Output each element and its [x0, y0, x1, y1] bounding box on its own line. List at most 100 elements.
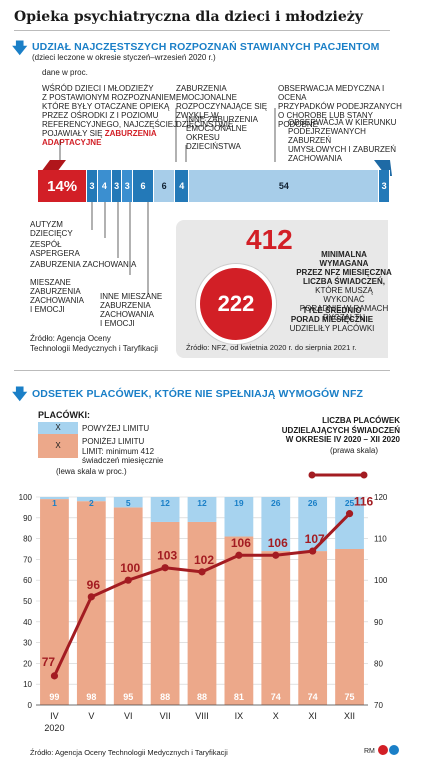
bar-above-value: 12	[160, 498, 170, 508]
bar-above-value: 5	[126, 498, 131, 508]
arrow-down-icon: 🡇	[12, 386, 28, 403]
right-tick-label: 120	[374, 493, 388, 502]
label-emotional-childhood: ZABURZENIA EMOCJONALNE ROZPOCZYNAJĄCE SI…	[176, 84, 268, 129]
line-value-label: 103	[157, 549, 177, 563]
bar-below-value: 98	[86, 692, 96, 702]
x-tick-label: VIII	[195, 711, 209, 721]
brand-logo-icon	[389, 745, 399, 755]
bar-above-limit	[261, 497, 291, 552]
line-point	[345, 510, 354, 518]
label-emotional-other: INNE ZABURZENIA EMOCJONALNE OKRESU DZIEC…	[186, 115, 259, 151]
bar-above-limit	[76, 497, 106, 502]
x-tick-label: X	[273, 711, 279, 721]
legend-limit-label: LIMIT: minimum 412 świadczeń miesięcznie	[82, 447, 164, 465]
label-observation: OBSERWACJA MEDYCZNA I OCENA PRZYPADKÓW P…	[278, 84, 402, 129]
bar-below-value: 88	[197, 692, 207, 702]
bar-below-limit	[224, 536, 254, 705]
line-value-label: 102	[194, 553, 214, 567]
bar-below-limit	[76, 501, 106, 705]
left-tick-label: 50	[23, 597, 32, 606]
bar-below-limit	[40, 499, 69, 705]
left-tick-label: 0	[28, 701, 33, 710]
bar-above-limit	[187, 497, 217, 522]
credit-label: RM	[364, 748, 375, 755]
bar-segment: 6	[132, 170, 155, 202]
right-tick-label: 90	[374, 618, 383, 627]
line-point	[235, 551, 243, 559]
line-value-label: 96	[87, 578, 101, 592]
left-scale-label: (lewa skala w proc.)	[56, 467, 127, 476]
unit-label: dane w proc.	[42, 68, 88, 77]
left-tick-label: 10	[23, 680, 32, 689]
bar-below-limit	[150, 521, 180, 705]
section1-source: Źródło: Agencja Oceny Technologii Medycz…	[30, 334, 158, 353]
right-scale-label: (prawa skala)	[330, 446, 379, 455]
infobox-source: Źródło: NFZ, od kwietnia 2020 r. do sier…	[186, 343, 357, 352]
right-tick-label: 100	[374, 576, 388, 585]
bar-segment: 3	[111, 170, 123, 202]
section2-source: Źródło: Agencja Oceny Technologii Medycz…	[30, 748, 228, 757]
left-tick-label: 100	[19, 493, 33, 502]
left-tick-label: 90	[23, 514, 32, 523]
right-tick-label: 110	[374, 535, 387, 544]
bar-segment: 54	[189, 170, 380, 202]
bar-below-value: 88	[160, 692, 170, 702]
label-adaptive: WŚRÓD DZIECI I MŁODZIEŻY Z POSTAWIONYM R…	[42, 84, 178, 147]
title-divider	[14, 30, 390, 31]
x-tick-label: V	[88, 711, 94, 721]
section2-heading: ODSETEK PLACÓWEK, KTÓRE NIE SPEŁNIAJĄ WY…	[32, 388, 363, 400]
bar-below-limit	[187, 521, 217, 705]
bar-below-value: 95	[123, 692, 133, 702]
legend-below-swatch: X	[38, 434, 78, 458]
line-point	[124, 576, 132, 584]
bar-segment: 3	[379, 170, 390, 202]
label-mixed-disorders: MIESZANE ZABURZENIA ZACHOWANIA I EMOCJI	[30, 278, 84, 314]
label-asperger: ZESPÓŁ ASPERGERA	[30, 240, 80, 258]
bar-above-value: 2	[89, 498, 94, 508]
line-point	[198, 568, 206, 576]
line-value-label: 77	[42, 655, 56, 669]
label-other-mixed-disorders: INNE MIESZANE ZABURZENIA ZACHOWANIA I EMOC…	[100, 292, 163, 328]
bar-above-limit	[150, 497, 180, 522]
minimum-services-number: 412	[246, 224, 293, 255]
bar-segment: 3	[122, 170, 133, 202]
bar-below-value: 74	[271, 692, 281, 702]
legend-above-swatch: X	[38, 422, 78, 434]
average-advice-circle: 222	[196, 264, 276, 344]
section1-subheading: (dzieci leczone w okresie styczeń–wrzesi…	[32, 53, 216, 62]
bar-above-value: 25	[345, 498, 355, 508]
bar-below-limit	[335, 549, 364, 705]
x-tick-label: IX	[235, 711, 244, 721]
bar-above-value: 19	[234, 498, 244, 508]
bar-segment: 4	[175, 170, 190, 202]
bar-above-value: 26	[271, 498, 281, 508]
x-tick-label: VI	[124, 711, 133, 721]
bar-below-value: 99	[49, 692, 59, 702]
x-tick-label: XI	[308, 711, 317, 721]
diagnosis-share-bar: 14% 3 4 3 3 6 6 4 54 3	[38, 170, 390, 202]
right-tick-label: 80	[374, 659, 383, 668]
section1-heading: UDZIAŁ NAJCZĘSTSZYCH ROZPOZNAŃ STAWIANYC…	[32, 41, 380, 53]
bar-below-limit	[113, 507, 143, 705]
left-tick-label: 40	[23, 618, 32, 627]
left-tick-label: 80	[23, 535, 32, 544]
average-advice-caption: TYLE ŚREDNIO PORAD MIESIĘCZNIE UDZIELIŁY…	[289, 306, 375, 333]
x-tick-label: XII	[344, 711, 355, 721]
bar-below-value: 74	[308, 692, 318, 702]
right-scale-title: LICZBA PLACÓWEK UDZIELAJĄCYCH ŚWIADCZEŃ …	[281, 416, 400, 444]
right-tick-label: 70	[374, 701, 383, 710]
facilities-chart: 0 10 20 30 40 50 60 70 80 90 100 70 80 90 100 110 120 99 1…	[19, 493, 388, 733]
bar-above-limit	[113, 497, 143, 508]
bar-below-limit	[261, 551, 291, 705]
arrow-down-icon: 🡇	[12, 40, 28, 57]
line-point	[272, 551, 280, 559]
line-legend-marker	[308, 471, 368, 479]
label-conduct-disorders: ZABURZENIA ZACHOWANIA	[30, 260, 137, 269]
year-label: 2020	[44, 723, 64, 733]
bar-above-limit	[224, 497, 254, 537]
left-tick-label: 60	[23, 576, 32, 585]
bar-above-value: 1	[52, 498, 57, 508]
section-divider	[14, 370, 390, 371]
line-value-label: 116	[354, 495, 374, 509]
bar-below-value: 81	[234, 692, 244, 702]
